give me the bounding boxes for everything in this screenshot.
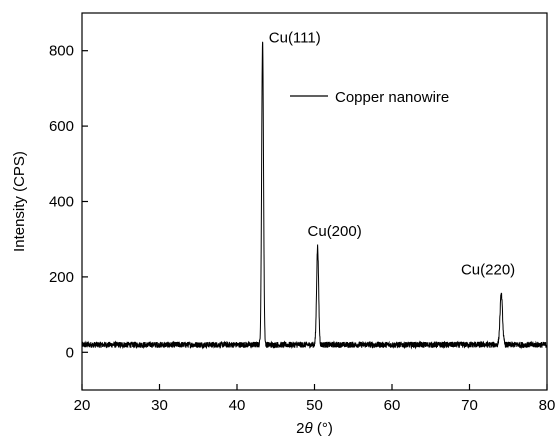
plot-area-frame [81, 12, 548, 391]
y-axis-ticks: 0 200 400 600 800 [49, 43, 88, 361]
y-tick-label: 200 [49, 269, 74, 286]
y-tick-label: 800 [49, 43, 74, 60]
x-axis-label-theta: θ [305, 420, 313, 437]
x-axis-label-prefix: 2 [296, 420, 304, 437]
x-tick-label: 70 [461, 397, 478, 414]
x-tick-label: 40 [229, 397, 246, 414]
y-tick-label: 400 [49, 194, 74, 211]
y-axis-label: Intensity (CPS) [11, 151, 28, 252]
peak-annotations: Cu(111) Cu(200) Cu(220) [269, 29, 515, 278]
x-axis-ticks: 20 30 40 50 60 70 80 [74, 384, 556, 414]
peak-label: Cu(111) [269, 29, 321, 46]
x-tick-label: 60 [384, 397, 401, 414]
x-axis-label: 2θ (°) [296, 420, 333, 437]
legend-entry-copper-nanowire: Copper nanowire [335, 89, 449, 106]
y-tick-label: 600 [49, 118, 74, 135]
series-line-copper-nanowire [81, 41, 548, 350]
legend: Copper nanowire [290, 89, 449, 106]
peak-label: Cu(200) [308, 223, 362, 240]
x-axis-label-unit: (°) [313, 420, 333, 437]
x-tick-label: 80 [539, 397, 556, 414]
x-tick-label: 30 [151, 397, 168, 414]
x-tick-label: 50 [306, 397, 323, 414]
x-tick-label: 20 [74, 397, 91, 414]
y-tick-label: 0 [66, 344, 74, 361]
peak-label: Cu(220) [461, 261, 515, 278]
